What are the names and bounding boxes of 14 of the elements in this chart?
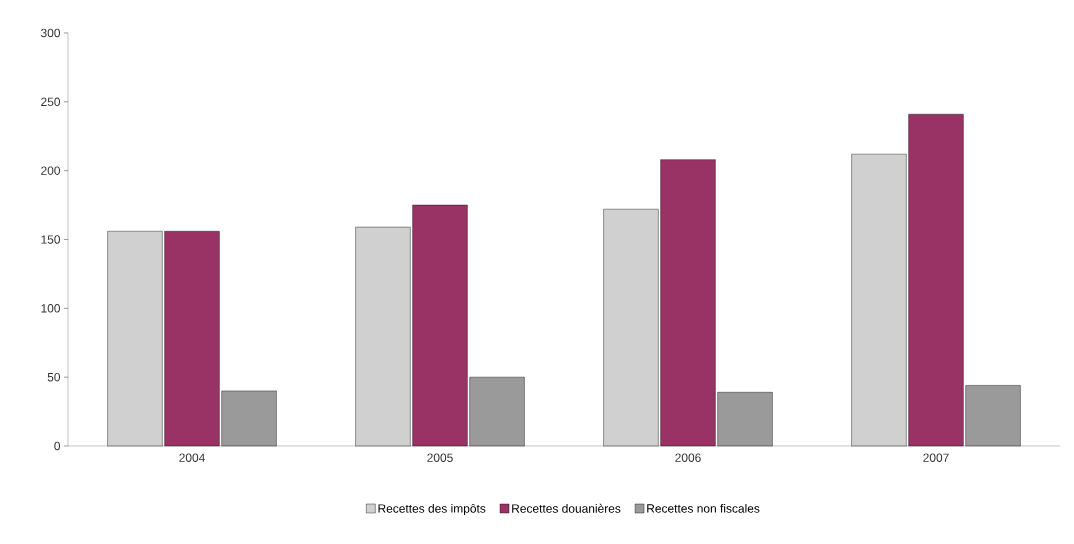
x-tick-label: 2005	[427, 453, 453, 462]
y-tick-label: 150	[41, 235, 61, 244]
x-tick-label: 2006	[675, 453, 701, 462]
legend-label: Recettes des impôts	[378, 503, 486, 516]
y-tick-label: 250	[41, 97, 61, 107]
y-tick-label: 300	[41, 28, 61, 38]
x-tick-label: 2007	[923, 453, 949, 462]
y-tick-label: 200	[41, 166, 61, 175]
y-tick-label: 0	[54, 441, 61, 451]
y-tick-label: 50	[47, 372, 61, 382]
y-tick-label: 100	[41, 304, 61, 313]
legend-label: Recettes non fiscales	[647, 503, 760, 513]
x-tick-label: 2004	[179, 453, 205, 462]
legend-label: Recettes douanières	[512, 503, 621, 513]
